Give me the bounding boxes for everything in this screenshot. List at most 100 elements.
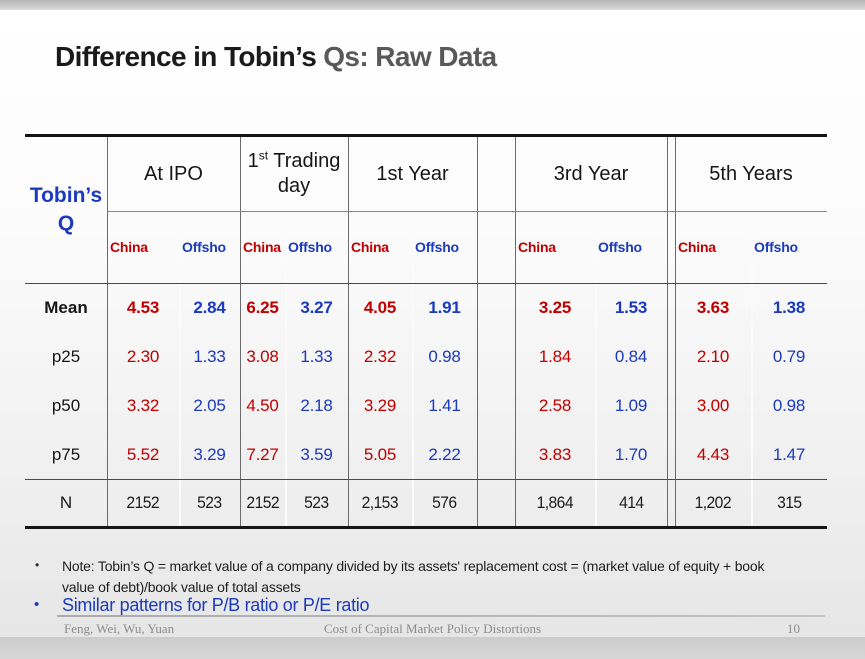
data-cell: 0.84 (614, 346, 648, 366)
data-cell: 2.18 (300, 395, 333, 415)
subheader-offshore: Offsho (754, 239, 798, 255)
data-cell: 4.43 (696, 444, 730, 464)
table-gridline (240, 137, 241, 526)
data-cell: 1,202 (694, 492, 732, 512)
data-cell: 4.50 (246, 395, 279, 415)
data-cell: 1.33 (300, 346, 333, 366)
data-cell: 7.27 (246, 444, 279, 464)
group-header-1st-trading-day: 1st Trading day (240, 137, 348, 211)
data-cell: 1.38 (772, 297, 806, 317)
table-row-p25: p25 2.30 1.33 3.08 1.33 2.32 0.98 1.84 0… (25, 332, 827, 381)
data-cell: 1.70 (614, 444, 648, 464)
data-cell: 2.05 (193, 395, 226, 415)
data-cell: 2,153 (361, 492, 399, 512)
data-cell: 1,864 (536, 492, 574, 512)
table-row-p50: p50 3.32 2.05 4.50 2.18 3.29 1.41 2.58 1… (25, 381, 827, 430)
data-cell: 1.84 (538, 346, 572, 366)
row-label-n: N (59, 492, 73, 512)
subheader-china: China (110, 239, 148, 255)
data-cell: 2152 (246, 492, 279, 512)
data-cell: 4.05 (363, 297, 397, 317)
subheader-offshore: Offsho (182, 239, 226, 255)
table-gridline-light (179, 211, 181, 526)
slide-title-suffix: Qs: Raw Data (323, 41, 497, 72)
data-cell: 315 (776, 492, 802, 512)
superscript-st: st (258, 148, 269, 163)
data-cell: 3.29 (193, 444, 226, 464)
spacer-cell (477, 381, 515, 430)
spacer-cell (477, 211, 515, 283)
table-corner-label: Tobin’s Q (25, 137, 107, 283)
footer-divider (57, 615, 825, 617)
row-label-p25: p25 (51, 346, 81, 366)
group-header-1st-year: 1st Year (376, 162, 449, 185)
spacer-cell (667, 137, 675, 211)
table-subheader-row: China Offsho China Offsho China Offsho C… (25, 211, 827, 283)
table-gridline (675, 137, 676, 526)
bullet-marker: • (35, 558, 40, 572)
data-cell: 2.10 (696, 346, 730, 366)
slide-title-main: Difference in Tobin’s (55, 41, 317, 72)
table-gridline (107, 211, 827, 212)
corner-line2: Q (57, 212, 75, 235)
subheader-china: China (518, 239, 556, 255)
data-cell: 5.05 (363, 444, 397, 464)
table-gridline-light (751, 211, 753, 526)
data-cell: 3.83 (538, 444, 572, 464)
data-cell: 3.27 (300, 297, 333, 317)
table-gridline (107, 137, 108, 526)
data-cell: 0.98 (428, 346, 461, 366)
bottom-gray-band (0, 637, 865, 659)
row-label-p75: p75 (51, 444, 81, 464)
group-header-5th-years: 5th Years (709, 162, 793, 185)
corner-line1: Tobin’s (29, 184, 103, 207)
table-gridline-light (595, 211, 597, 526)
subheader-offshore: Offsho (598, 239, 642, 255)
data-cell: 523 (304, 492, 329, 512)
spacer-cell (477, 283, 515, 332)
spacer-cell (477, 137, 515, 211)
footer-title: Cost of Capital Market Policy Distortion… (323, 621, 541, 636)
data-cell: 2.84 (193, 297, 226, 317)
note-definition: Note: Tobin’s Q = market value of a comp… (62, 558, 765, 595)
table-gridline (348, 137, 349, 526)
footer-authors: Feng, Wei, Wu, Yuan (64, 621, 175, 636)
table-gridline (25, 283, 827, 284)
spacer-cell (667, 283, 675, 332)
table-gridline (477, 137, 478, 526)
data-cell: 2.30 (126, 346, 160, 366)
data-cell: 3.29 (363, 395, 397, 415)
data-cell: 1.47 (772, 444, 806, 464)
subheader-china: China (243, 239, 281, 255)
table-group-header-row: At IPO 1st Trading day 1st Year 3rd Year… (25, 137, 827, 211)
spacer-cell (667, 479, 675, 526)
group-header-text: 1st Trading day (247, 148, 341, 197)
data-cell: 4.53 (126, 297, 160, 317)
data-cell: 1.53 (614, 297, 648, 317)
subheader-china: China (678, 239, 716, 255)
data-cell: 3.63 (696, 297, 730, 317)
data-cell: 576 (432, 492, 457, 512)
table-row-p75: p75 5.52 3.29 7.27 3.59 5.05 2.22 3.83 1… (25, 430, 827, 479)
table-row-n: N 2152 523 2152 523 2,153 576 1,864 414 … (25, 479, 827, 526)
data-cell: 3.08 (246, 346, 279, 366)
footer-page-number: 10 (787, 621, 800, 636)
subheader-china: China (351, 239, 389, 255)
spacer-cell (477, 430, 515, 479)
table-gridline (25, 479, 827, 480)
spacer-cell (477, 332, 515, 381)
slide-background (0, 10, 865, 637)
table-gridline (515, 137, 516, 526)
data-cell: 5.52 (126, 444, 160, 464)
data-cell: 1.91 (428, 297, 461, 317)
data-cell: 523 (197, 492, 222, 512)
data-cell: 3.00 (696, 395, 730, 415)
table-row-mean: Mean 4.53 2.84 6.25 3.27 4.05 1.91 3.25 … (25, 283, 827, 332)
note-similar-patterns: Similar patterns for P/B ratio or P/E ra… (62, 595, 370, 615)
bullet-marker: • (34, 596, 40, 613)
data-cell: 2152 (126, 492, 160, 512)
data-cell: 1.33 (193, 346, 226, 366)
table-gridline-light (412, 211, 414, 526)
spacer-cell (667, 430, 675, 479)
